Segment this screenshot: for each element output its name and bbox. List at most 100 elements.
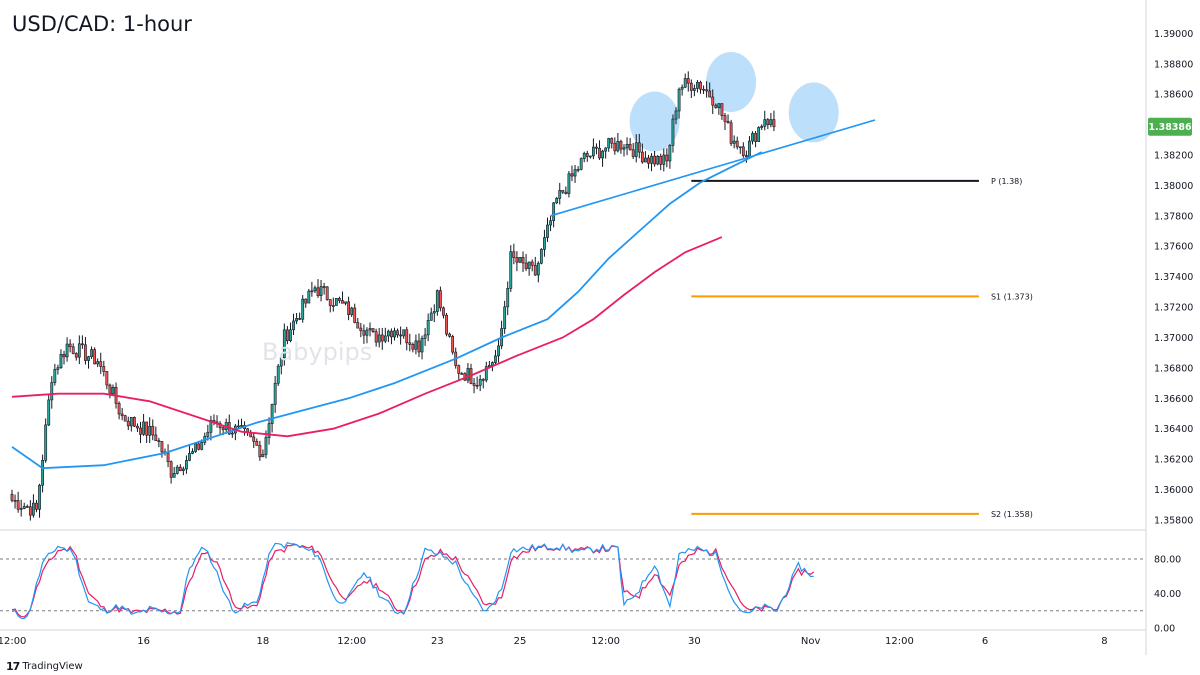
candle-body: [148, 425, 152, 436]
x-tick-label: 12:00: [885, 636, 914, 647]
candle-body: [683, 78, 687, 88]
candle-body: [515, 257, 519, 263]
candle-body: [573, 169, 577, 177]
candle-body: [647, 157, 650, 164]
candle-body: [619, 141, 623, 150]
candle-body: [595, 146, 598, 149]
candle-body: [738, 146, 742, 149]
chart-title: USD/CAD: 1-hour: [12, 12, 192, 36]
candle-body: [772, 119, 776, 128]
candle-body: [720, 103, 724, 116]
stoch-axis-label: 0.00: [1154, 624, 1175, 635]
candle-body: [518, 257, 522, 263]
candle-body: [588, 155, 592, 158]
tradingview-footer[interactable]: 17 TradingView: [6, 660, 83, 673]
candle-body: [402, 329, 406, 337]
candle-body: [261, 454, 265, 458]
y-tick-label: 1.38800: [1154, 59, 1193, 70]
candle-body: [347, 301, 351, 315]
y-tick-label: 1.37200: [1154, 303, 1193, 314]
candle-body: [527, 261, 531, 269]
candle-body: [714, 104, 718, 108]
candle-body: [298, 318, 302, 320]
candle-body: [460, 373, 464, 375]
candle-body: [328, 299, 332, 306]
candle-body: [341, 300, 344, 304]
candle-body: [123, 415, 127, 422]
candle-body: [276, 365, 280, 384]
stochastic-oscillator: 80.00 40.00 0.00: [0, 541, 1181, 635]
candle-body: [240, 425, 243, 427]
candle-body: [512, 251, 516, 258]
stoch-axis-label: 80.00: [1154, 555, 1181, 566]
candle-body: [536, 262, 540, 276]
candle-body: [145, 421, 149, 436]
candle-body: [769, 119, 773, 126]
candle-body: [185, 460, 188, 470]
x-tick-label: 6: [982, 636, 988, 647]
candle-body: [258, 445, 262, 458]
candle-body: [166, 452, 170, 463]
x-tick-label: 12:00: [337, 636, 366, 647]
candle-body: [255, 441, 259, 446]
candle-body: [279, 357, 283, 367]
tradingview-brand: TradingView: [22, 661, 83, 672]
candle-body: [62, 354, 66, 358]
candle-body: [478, 379, 482, 386]
y-tick-label: 1.36400: [1154, 424, 1193, 435]
candle-body: [435, 290, 439, 312]
candle-body: [273, 382, 277, 405]
candle-body: [178, 466, 182, 472]
candle-body: [399, 334, 403, 337]
candle-body: [570, 173, 574, 177]
candle-body: [408, 342, 412, 345]
candle-body: [117, 403, 121, 415]
candle-body: [172, 473, 176, 478]
candle-body: [126, 420, 130, 427]
candle-body: [689, 82, 693, 91]
candle-body: [564, 191, 568, 194]
candle-body: [530, 261, 534, 266]
candle-body: [282, 329, 286, 358]
moving-averages: [11, 151, 763, 470]
candle-body: [543, 237, 546, 250]
candle-body: [598, 147, 601, 159]
candle-body: [521, 257, 525, 264]
candle-body: [735, 140, 739, 148]
candle-body: [301, 298, 305, 320]
candle-body: [607, 138, 611, 149]
candle-body: [466, 368, 470, 381]
candle-body: [610, 138, 614, 144]
candle-body: [546, 224, 549, 238]
candle-body: [705, 89, 709, 92]
candle-body: [53, 369, 57, 383]
candle-body: [567, 173, 571, 194]
candle-body: [494, 355, 497, 363]
candle-body: [558, 190, 562, 199]
candle-body: [696, 81, 699, 89]
candle-body: [84, 344, 87, 361]
candle-body: [390, 330, 393, 338]
candle-body: [10, 493, 14, 501]
watermark: Babypips: [262, 338, 373, 366]
x-tick-label: 12:00: [591, 636, 620, 647]
slow-ma-line: [11, 236, 723, 438]
highlight-circle: [629, 91, 680, 152]
candle-body: [741, 146, 745, 156]
candle-body: [181, 468, 185, 472]
candle-body: [338, 298, 341, 301]
candle-body: [160, 441, 164, 453]
candle-body: [429, 312, 433, 321]
y-tick-label: 1.37000: [1154, 333, 1193, 344]
candle-body: [129, 417, 133, 427]
candle-body: [665, 154, 669, 162]
level-label: S1 (1.373): [991, 292, 1033, 301]
candle-body: [662, 154, 666, 165]
candle-body: [350, 307, 354, 315]
candle-body: [13, 500, 17, 502]
candle-body: [668, 145, 672, 162]
last-price-badge: [1148, 117, 1192, 136]
candle-body: [87, 356, 90, 361]
candle-body: [472, 383, 476, 386]
